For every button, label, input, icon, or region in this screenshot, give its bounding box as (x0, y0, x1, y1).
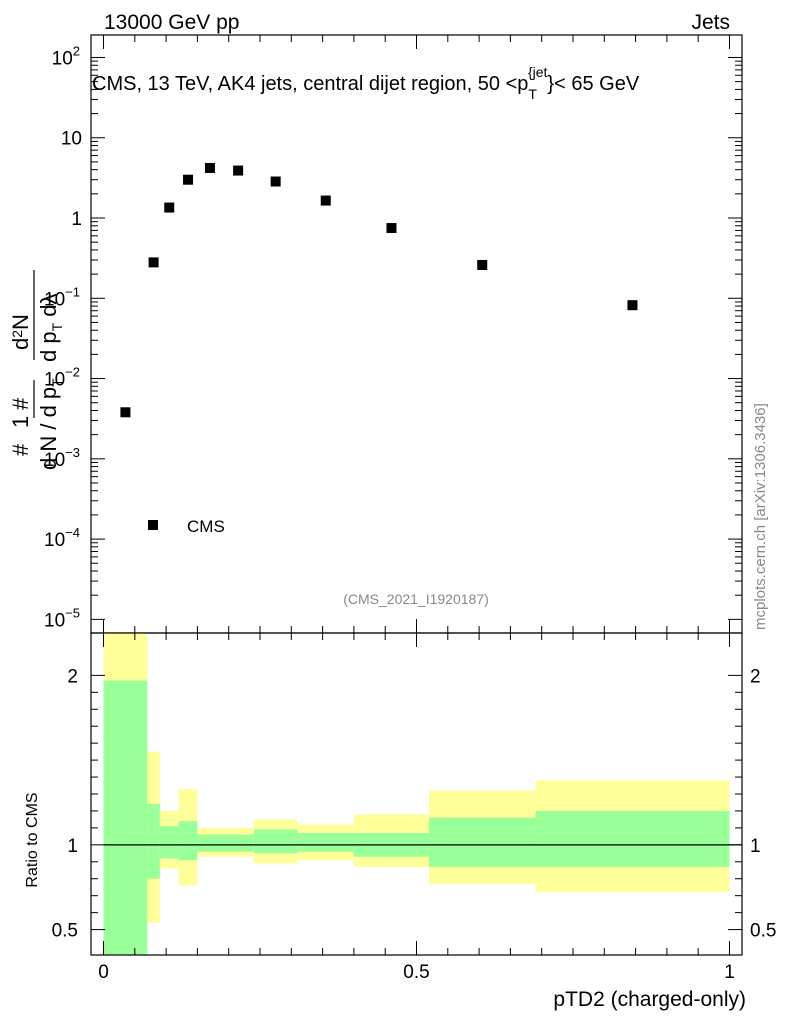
data-point (627, 300, 638, 311)
y-tick-label: 10 (61, 129, 82, 150)
svg-text:d pT dλ: d pT dλ (36, 293, 65, 362)
ratio-y-tick-label: 1 (67, 836, 78, 857)
data-point (477, 259, 488, 270)
legend-label-cms: CMS (187, 517, 225, 536)
ratio-y-tick-label-right: 1 (750, 836, 761, 857)
ratio-band-inner (535, 810, 730, 867)
data-point (386, 223, 397, 234)
svg-text:d N / d pT: d N / d pT (36, 378, 65, 470)
ratio-band-inner (253, 829, 298, 854)
data-point (164, 202, 175, 213)
y-tick-label: 102 (52, 43, 80, 69)
data-point (320, 195, 331, 206)
ratio-plot-panel: 0.5 0.5 1 1 2 2 0 0.5 1 Ratio to CMS pTD2 (charg… (24, 632, 776, 1011)
header-right-label: Jets (691, 11, 730, 34)
ratio-y-tick-label-right: 2 (750, 666, 761, 687)
data-point (204, 162, 215, 173)
ratio-band-inner (147, 804, 160, 879)
ratio-y-tick-label: 0.5 (52, 921, 78, 942)
side-label: mcplots.cern.ch [arXiv:1306.3436] (752, 403, 769, 630)
data-point (233, 165, 244, 176)
main-plot-panel: 10−5 10−4 10−3 10−2 10−1 1 10 102 CMS, 13 TeV, … (44, 34, 743, 634)
y-tick-label: 10−2 (44, 365, 80, 391)
ratio-band-inner (297, 832, 354, 852)
ratio-band-inner (429, 817, 536, 867)
analysis-watermark: (CMS_2021_I1920187) (343, 591, 489, 607)
ratio-band-inner (197, 834, 254, 852)
x-axis-label: pTD2 (charged-only) (553, 988, 746, 1011)
data-point (270, 176, 281, 187)
x-tick-label: 1 (724, 962, 735, 983)
ratio-band-inner (178, 821, 198, 861)
ratio-band-inner (159, 826, 179, 859)
x-tick-label: 0.5 (403, 962, 429, 983)
header-left-label: 13000 GeV pp (104, 11, 239, 34)
legend-marker-cms (148, 520, 158, 530)
ratio-band-inner (103, 680, 148, 955)
main-plot-frame (90, 34, 743, 634)
y-tick-label: 10−1 (44, 284, 80, 310)
data-point (120, 407, 131, 418)
data-point (148, 257, 159, 268)
y-tick-label: 1 (71, 209, 82, 230)
y-tick-label: 10−3 (44, 445, 80, 471)
y-tick-label: 10−4 (44, 525, 80, 551)
ratio-y-axis-label: Ratio to CMS (24, 792, 41, 887)
y-tick-label: 10−5 (44, 605, 80, 631)
data-point (183, 174, 194, 185)
ratio-y-tick-label-right: 0.5 (750, 921, 776, 942)
x-tick-label: 0 (98, 962, 109, 983)
plot-title: CMS, 13 TeV, AK4 jets, central dijet reg… (92, 64, 640, 102)
ratio-y-tick-label: 2 (67, 666, 78, 687)
svg-text:#1 # d2N: #1 # d2N (8, 314, 33, 456)
main-y-axis-label: #1 # d2N d N / d pT d pT dλ (8, 270, 65, 470)
